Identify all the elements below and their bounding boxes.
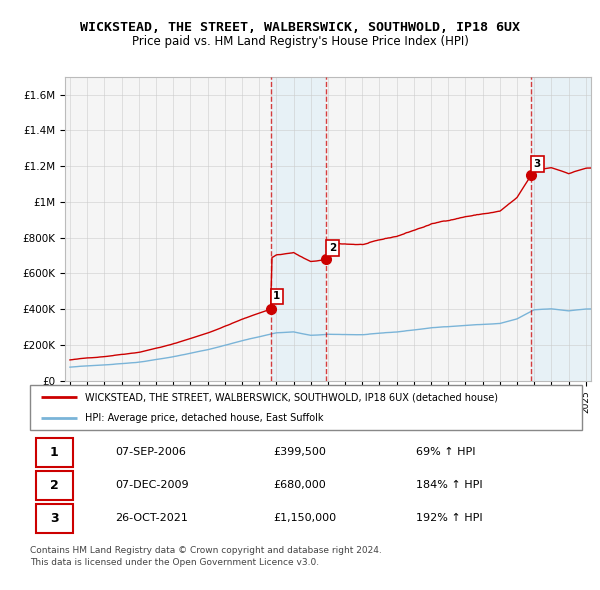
- Text: £399,500: £399,500: [273, 447, 326, 457]
- Text: 1: 1: [50, 445, 59, 459]
- Text: 07-DEC-2009: 07-DEC-2009: [116, 480, 189, 490]
- Text: 2: 2: [50, 478, 59, 492]
- Text: WICKSTEAD, THE STREET, WALBERSWICK, SOUTHWOLD, IP18 6UX (detached house): WICKSTEAD, THE STREET, WALBERSWICK, SOUT…: [85, 392, 498, 402]
- FancyBboxPatch shape: [30, 385, 582, 430]
- Text: £1,150,000: £1,150,000: [273, 513, 336, 523]
- FancyBboxPatch shape: [35, 504, 73, 533]
- Text: Contains HM Land Registry data © Crown copyright and database right 2024.: Contains HM Land Registry data © Crown c…: [30, 546, 382, 555]
- Text: Price paid vs. HM Land Registry's House Price Index (HPI): Price paid vs. HM Land Registry's House …: [131, 35, 469, 48]
- Bar: [271, 77, 326, 381]
- Text: 26-OCT-2021: 26-OCT-2021: [116, 513, 188, 523]
- Bar: [531, 77, 591, 381]
- Text: HPI: Average price, detached house, East Suffolk: HPI: Average price, detached house, East…: [85, 412, 324, 422]
- Text: 1: 1: [273, 291, 280, 301]
- Text: 192% ↑ HPI: 192% ↑ HPI: [416, 513, 483, 523]
- Text: This data is licensed under the Open Government Licence v3.0.: This data is licensed under the Open Gov…: [30, 558, 319, 566]
- Text: 2: 2: [329, 243, 337, 253]
- Text: 184% ↑ HPI: 184% ↑ HPI: [416, 480, 483, 490]
- Text: 3: 3: [50, 512, 59, 525]
- Text: 69% ↑ HPI: 69% ↑ HPI: [416, 447, 476, 457]
- FancyBboxPatch shape: [35, 471, 73, 500]
- Text: WICKSTEAD, THE STREET, WALBERSWICK, SOUTHWOLD, IP18 6UX: WICKSTEAD, THE STREET, WALBERSWICK, SOUT…: [80, 21, 520, 34]
- Text: 07-SEP-2006: 07-SEP-2006: [116, 447, 187, 457]
- Text: £680,000: £680,000: [273, 480, 326, 490]
- FancyBboxPatch shape: [35, 438, 73, 467]
- Text: 3: 3: [534, 159, 541, 169]
